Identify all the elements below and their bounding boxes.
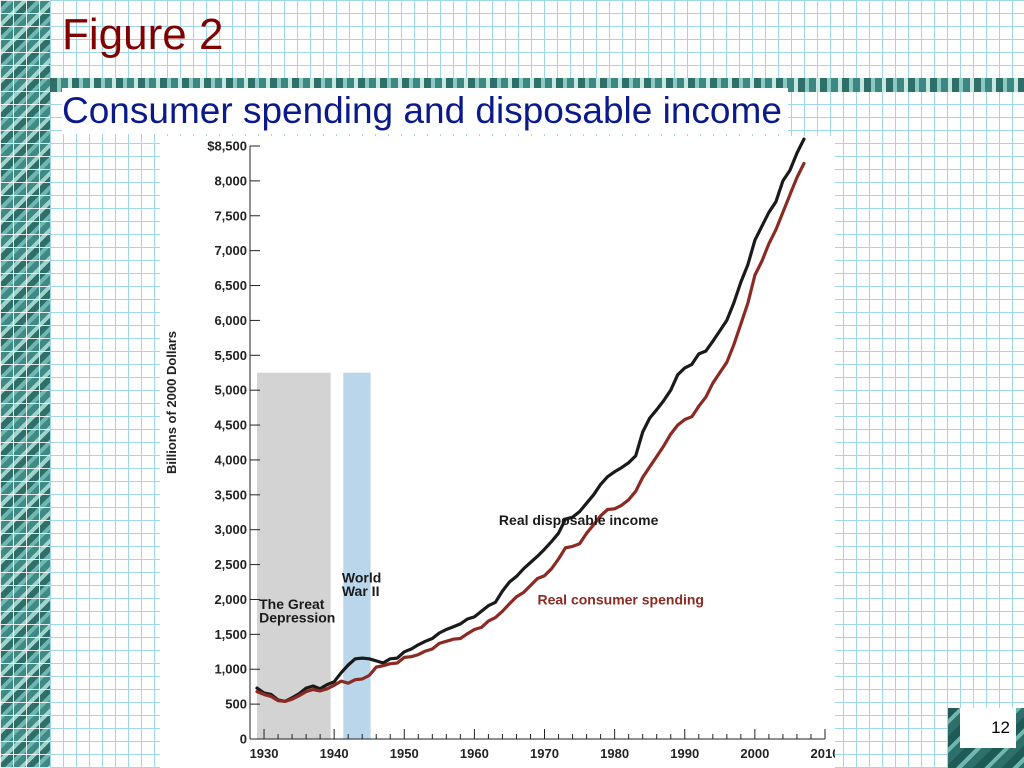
series-lines — [255, 137, 806, 703]
x-tick-label: 1980 — [600, 746, 629, 761]
y-tick-label: 0 — [240, 732, 247, 747]
chart-annotation: World — [342, 570, 381, 586]
line-chart: 0 500 1,000 1,500 2,000 2,500 3,000 3,500 4,000 4… — [164, 137, 835, 762]
series-line-real-disposable-income — [255, 137, 806, 703]
y-tick-label: 3,000 — [214, 522, 247, 537]
x-tick-label: 1950 — [390, 746, 419, 761]
shaded-regions — [257, 372, 371, 739]
y-axis-label: Billions of 2000 Dollars — [164, 331, 179, 474]
x-tick-label: 2010 — [811, 746, 835, 761]
left-decorative-bar — [0, 0, 50, 768]
y-tick-label: 5,000 — [214, 383, 247, 398]
chart-annotation: The Great — [259, 596, 325, 612]
series-line-real-consumer-spending — [255, 161, 806, 703]
slide-subtitle: Consumer spending and disposable income — [62, 88, 788, 134]
chart-axes: 0 500 1,000 1,500 2,000 2,500 3,000 3,500 4,000 4… — [164, 139, 835, 762]
y-tick-label: 500 — [225, 697, 247, 712]
shaded-region-great-depression — [257, 372, 331, 739]
chart-annotations: Real disposable income Real consumer spen… — [259, 512, 704, 626]
chart-annotation: Depression — [259, 609, 335, 625]
y-tick-label: 3,500 — [214, 487, 247, 502]
x-tick-label: 1990 — [670, 746, 699, 761]
y-tick-label: 5,500 — [214, 348, 247, 363]
x-tick-label: 1970 — [530, 746, 559, 761]
chart-annotation: Real consumer spending — [538, 591, 704, 607]
y-tick-label: 6,500 — [214, 278, 247, 293]
y-tick-label: 6,000 — [214, 313, 247, 328]
chart-annotation: War II — [342, 583, 380, 599]
y-tick-label: 1,000 — [214, 662, 247, 677]
x-tick-label: 1940 — [320, 746, 349, 761]
slide-title: Figure 2 — [62, 10, 224, 59]
chart-container: 0 500 1,000 1,500 2,000 2,500 3,000 3,500 4,000 4… — [160, 136, 835, 768]
page-number: 12 — [960, 708, 1016, 748]
y-tick-label: 2,500 — [214, 557, 247, 572]
y-tick-label: 7,500 — [214, 208, 247, 223]
x-tick-label: 1930 — [250, 746, 279, 761]
x-tick-label: 1960 — [460, 746, 489, 761]
y-tick-label: 2,000 — [214, 592, 247, 607]
y-tick-label: 1,500 — [214, 627, 247, 642]
y-tick-label: 7,000 — [214, 243, 247, 258]
chart-annotation: Real disposable income — [499, 512, 659, 528]
y-tick-label: $8,500 — [207, 139, 247, 154]
y-tick-label: 4,000 — [214, 452, 247, 467]
y-tick-label: 4,500 — [214, 418, 247, 433]
y-tick-label: 8,000 — [214, 173, 247, 188]
x-tick-label: 2000 — [740, 746, 769, 761]
